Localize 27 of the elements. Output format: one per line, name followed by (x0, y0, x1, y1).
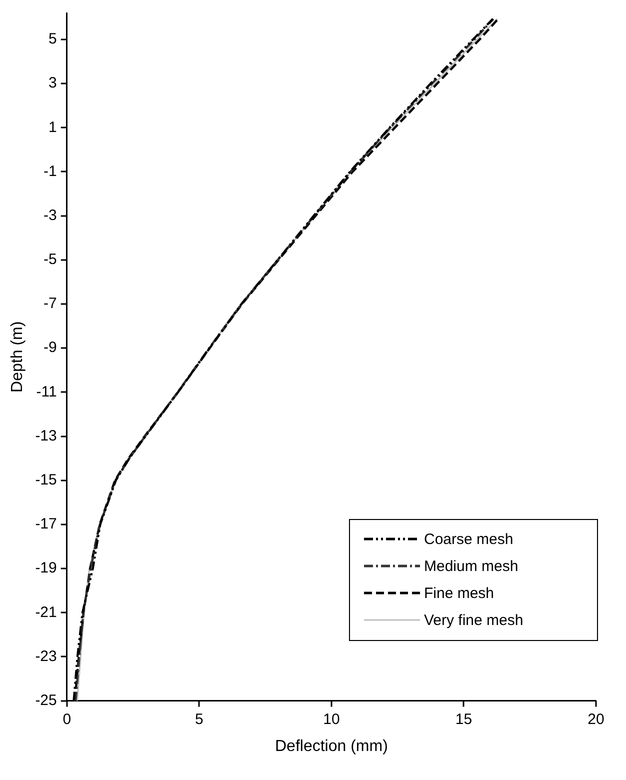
y-tick-label: -19 (35, 560, 57, 577)
y-tick-label: -11 (36, 383, 57, 400)
y-tick-label: -3 (44, 206, 57, 224)
y-tick-label: -1 (44, 162, 57, 180)
y-tick-label: -7 (44, 295, 57, 312)
x-tick-label: 15 (455, 710, 472, 728)
x-axis-title: Deflection (mm) (274, 738, 388, 755)
y-axis-title: Depth (m) (9, 321, 26, 392)
y-tick-label: 1 (48, 118, 57, 136)
x-tick-label: 10 (323, 710, 340, 728)
x-tick-label: 20 (588, 710, 604, 728)
y-tick-label: -5 (44, 251, 57, 268)
y-tick-label: -25 (35, 692, 57, 709)
legend-label: Medium mesh (424, 558, 518, 575)
y-tick-label: -23 (35, 648, 57, 665)
y-tick-label: -13 (35, 427, 57, 444)
legend-label: Very fine mesh (424, 612, 524, 629)
x-tick-label: 0 (62, 710, 72, 728)
y-tick-label: -9 (44, 339, 57, 356)
legend-label: Coarse mesh (424, 530, 514, 548)
y-tick-label: -15 (35, 471, 57, 488)
y-tick-label: -21 (35, 604, 57, 621)
legend-label: Fine mesh (424, 584, 494, 602)
y-tick-label: 3 (48, 74, 57, 92)
x-tick-label: 5 (194, 710, 204, 728)
y-tick-label: -17 (35, 516, 57, 533)
y-tick-label: 5 (48, 30, 57, 48)
